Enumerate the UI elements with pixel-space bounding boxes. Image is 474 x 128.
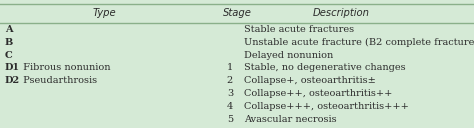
Text: 4: 4 xyxy=(227,102,233,111)
Text: Pseudarthrosis: Pseudarthrosis xyxy=(20,76,97,85)
Text: 5: 5 xyxy=(227,115,233,124)
Text: Stable, no degenerative changes: Stable, no degenerative changes xyxy=(244,63,406,72)
Text: D2: D2 xyxy=(5,76,20,85)
Text: Unstable acute fracture (B2 complete fracture of the waist): Unstable acute fracture (B2 complete fra… xyxy=(244,38,474,47)
Text: A: A xyxy=(5,25,12,34)
Text: Stage: Stage xyxy=(223,8,251,18)
Text: 3: 3 xyxy=(227,89,233,98)
Text: Type: Type xyxy=(92,8,116,18)
Text: Avascular necrosis: Avascular necrosis xyxy=(244,115,337,124)
Text: Collapse+++, osteoarthritis+++: Collapse+++, osteoarthritis+++ xyxy=(244,102,409,111)
Text: B: B xyxy=(5,38,13,47)
Text: Collapse++, osteoarthritis++: Collapse++, osteoarthritis++ xyxy=(244,89,392,98)
Text: 2: 2 xyxy=(227,76,233,85)
Text: 1: 1 xyxy=(227,63,233,72)
Text: Collapse+, osteoarthritis±: Collapse+, osteoarthritis± xyxy=(244,76,376,85)
Text: Fibrous nonunion: Fibrous nonunion xyxy=(20,63,110,72)
Text: Description: Description xyxy=(313,8,370,18)
Text: C: C xyxy=(5,51,12,60)
Text: Delayed nonunion: Delayed nonunion xyxy=(244,51,333,60)
Text: D1: D1 xyxy=(5,63,20,72)
Text: Stable acute fractures: Stable acute fractures xyxy=(244,25,354,34)
